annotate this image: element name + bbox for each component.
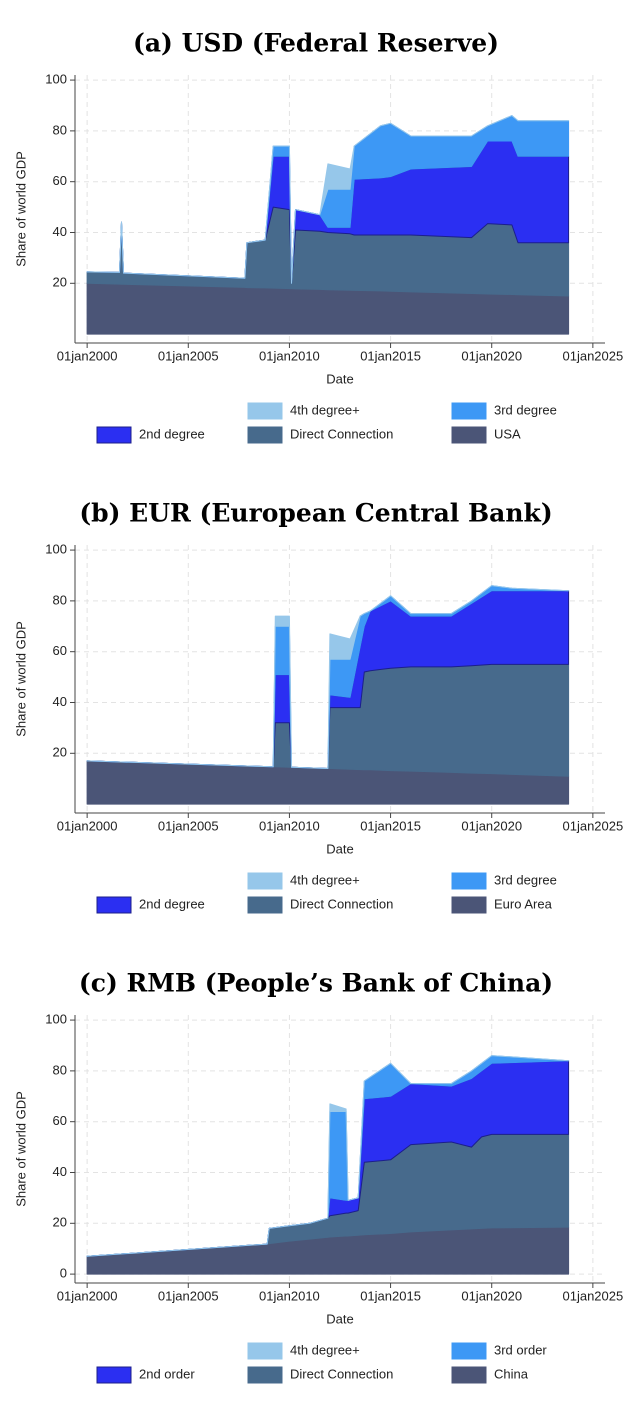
legend-swatch (451, 402, 487, 420)
legend-label: 2nd order (139, 1366, 195, 1381)
y-tick-label: 60 (53, 1113, 67, 1128)
legend-swatch (96, 896, 132, 914)
y-tick-label: 60 (53, 173, 67, 188)
legend-swatch (451, 1342, 487, 1360)
x-tick-label: 01jan2010 (259, 348, 320, 363)
x-tick-label: 01jan2015 (360, 818, 421, 833)
legend-label: China (494, 1366, 529, 1381)
x-tick-label: 01jan2000 (57, 818, 118, 833)
chart-title: (b) EUR (European Central Bank) (79, 499, 552, 528)
legend-label: Direct Connection (290, 896, 393, 911)
legend-swatch (451, 1366, 487, 1384)
y-tick-label: 40 (53, 694, 67, 709)
y-tick-label: 80 (53, 122, 67, 137)
legend-swatch (96, 426, 132, 444)
legend-swatch (451, 896, 487, 914)
y-tick-label: 60 (53, 643, 67, 658)
legend-swatch (247, 1342, 283, 1360)
x-tick-label: 01jan2025 (562, 1288, 623, 1303)
legend-label: 4th degree+ (290, 872, 360, 887)
y-tick-label: 40 (53, 224, 67, 239)
y-tick-label: 100 (45, 72, 67, 87)
x-tick-label: 01jan2000 (57, 348, 118, 363)
x-tick-label: 01jan2025 (562, 818, 623, 833)
legend-label: Direct Connection (290, 1366, 393, 1381)
y-tick-label: 20 (53, 275, 67, 290)
legend-label: Euro Area (494, 896, 553, 911)
area (86, 115, 570, 284)
y-axis-label: Share of world GDP (13, 621, 28, 737)
x-tick-label: 01jan2010 (259, 818, 320, 833)
x-tick-label: 01jan2025 (562, 348, 623, 363)
x-tick-label: 01jan2020 (461, 818, 522, 833)
x-tick-label: 01jan2020 (461, 1288, 522, 1303)
legend-label: 3rd degree (494, 872, 557, 887)
x-tick-label: 01jan2015 (360, 348, 421, 363)
x-tick-label: 01jan2015 (360, 1288, 421, 1303)
y-axis-label: Share of world GDP (13, 1091, 28, 1207)
y-tick-label: 80 (53, 592, 67, 607)
legend-label: 3rd degree (494, 402, 557, 417)
legend-swatch (96, 1366, 132, 1384)
legend-swatch (247, 872, 283, 890)
y-axis-label: Share of world GDP (13, 151, 28, 267)
y-tick-label: 100 (45, 542, 67, 557)
legend-label: Direct Connection (290, 426, 393, 441)
legend-label: 4th degree+ (290, 1342, 360, 1357)
y-tick-label: 20 (53, 745, 67, 760)
x-axis-label: Date (326, 841, 353, 856)
legend-label: 2nd degree (139, 426, 205, 441)
area (86, 1055, 570, 1257)
chart-title: (a) USD (Federal Reserve) (133, 29, 499, 58)
legend-swatch (247, 1366, 283, 1384)
area (86, 585, 570, 769)
x-tick-label: 01jan2020 (461, 348, 522, 363)
x-tick-label: 01jan2000 (57, 1288, 118, 1303)
legend-swatch (451, 426, 487, 444)
x-tick-label: 01jan2005 (158, 1288, 219, 1303)
x-tick-label: 01jan2010 (259, 1288, 320, 1303)
legend-label: 4th degree+ (290, 402, 360, 417)
legend-label: 2nd degree (139, 896, 205, 911)
y-tick-label: 80 (53, 1062, 67, 1077)
x-tick-label: 01jan2005 (158, 818, 219, 833)
legend-label: 3rd order (494, 1342, 547, 1357)
y-tick-label: 0 (60, 1266, 67, 1281)
y-tick-label: 100 (45, 1012, 67, 1027)
legend-swatch (247, 896, 283, 914)
x-tick-label: 01jan2005 (158, 348, 219, 363)
legend-swatch (451, 872, 487, 890)
y-tick-label: 40 (53, 1164, 67, 1179)
y-tick-label: 20 (53, 1215, 67, 1230)
chart-title: (c) RMB (People’s Bank of China) (79, 969, 553, 998)
legend-swatch (247, 426, 283, 444)
x-axis-label: Date (326, 371, 353, 386)
legend-swatch (247, 402, 283, 420)
x-axis-label: Date (326, 1311, 353, 1326)
legend-label: USA (494, 426, 521, 441)
